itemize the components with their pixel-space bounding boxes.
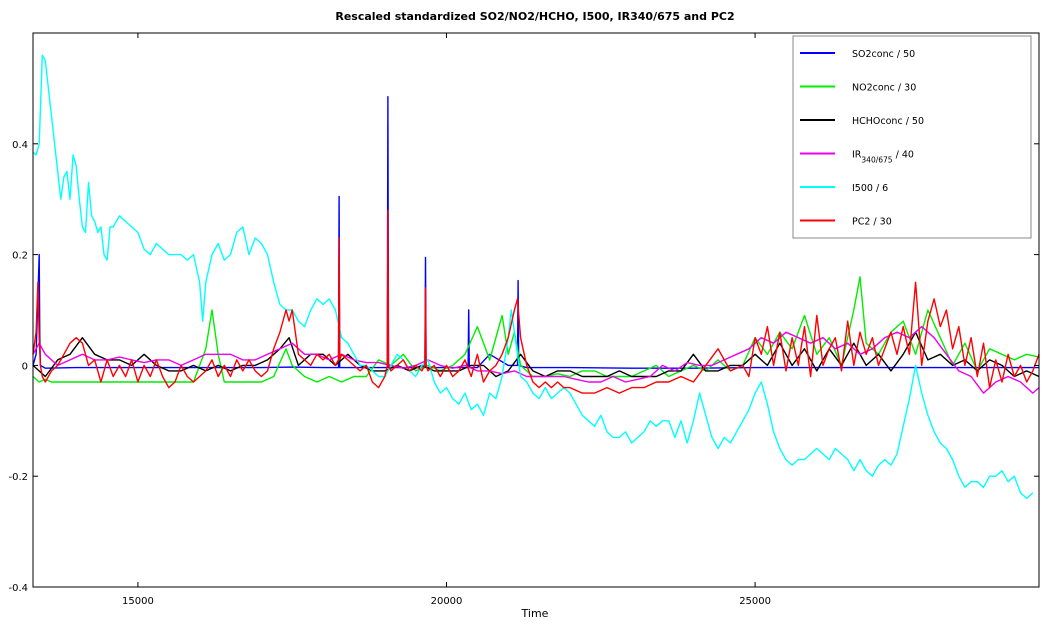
y-tick-label: -0.4 — [8, 583, 28, 594]
series-line-3 — [32, 325, 1040, 394]
legend: SO2conc / 50 NO2conc / 30 HCHOconc / 50 IR3… — [792, 35, 1032, 239]
plot-frame — [32, 32, 1040, 588]
y-tick-label: 0 — [22, 361, 28, 372]
series-line-5 — [32, 209, 1040, 394]
legend-label-1: NO2conc / 30 — [852, 83, 916, 94]
legend-label-5: PC2 / 30 — [852, 217, 892, 228]
y-tick-label: 0.4 — [12, 140, 28, 151]
series-line-4 — [32, 54, 1034, 500]
y-tick-label: 0.2 — [12, 251, 28, 262]
legend-box — [792, 35, 1032, 239]
chart-title: Rescaled standardized SO2/NO2/HCHO, I500… — [335, 10, 734, 23]
legend-label-0: SO2conc / 50 — [852, 49, 915, 60]
x-axis-label: Time — [521, 607, 549, 620]
x-tick-label: 25000 — [739, 596, 771, 607]
legend-label-3: IR340/675 / 40 — [852, 150, 914, 165]
series-layer — [32, 54, 1040, 500]
legend-label-4: I500 / 6 — [852, 183, 888, 194]
y-tick-label: -0.2 — [8, 472, 28, 483]
legend-label-2: HCHOconc / 50 — [852, 116, 924, 127]
x-tick-label: 20000 — [431, 596, 463, 607]
series-line-2 — [32, 331, 1040, 378]
ticks-layer: 15000 20000 25000 -0.4 -0.2 0 0.2 0.4 — [8, 33, 1039, 607]
x-tick-label: 15000 — [122, 596, 154, 607]
